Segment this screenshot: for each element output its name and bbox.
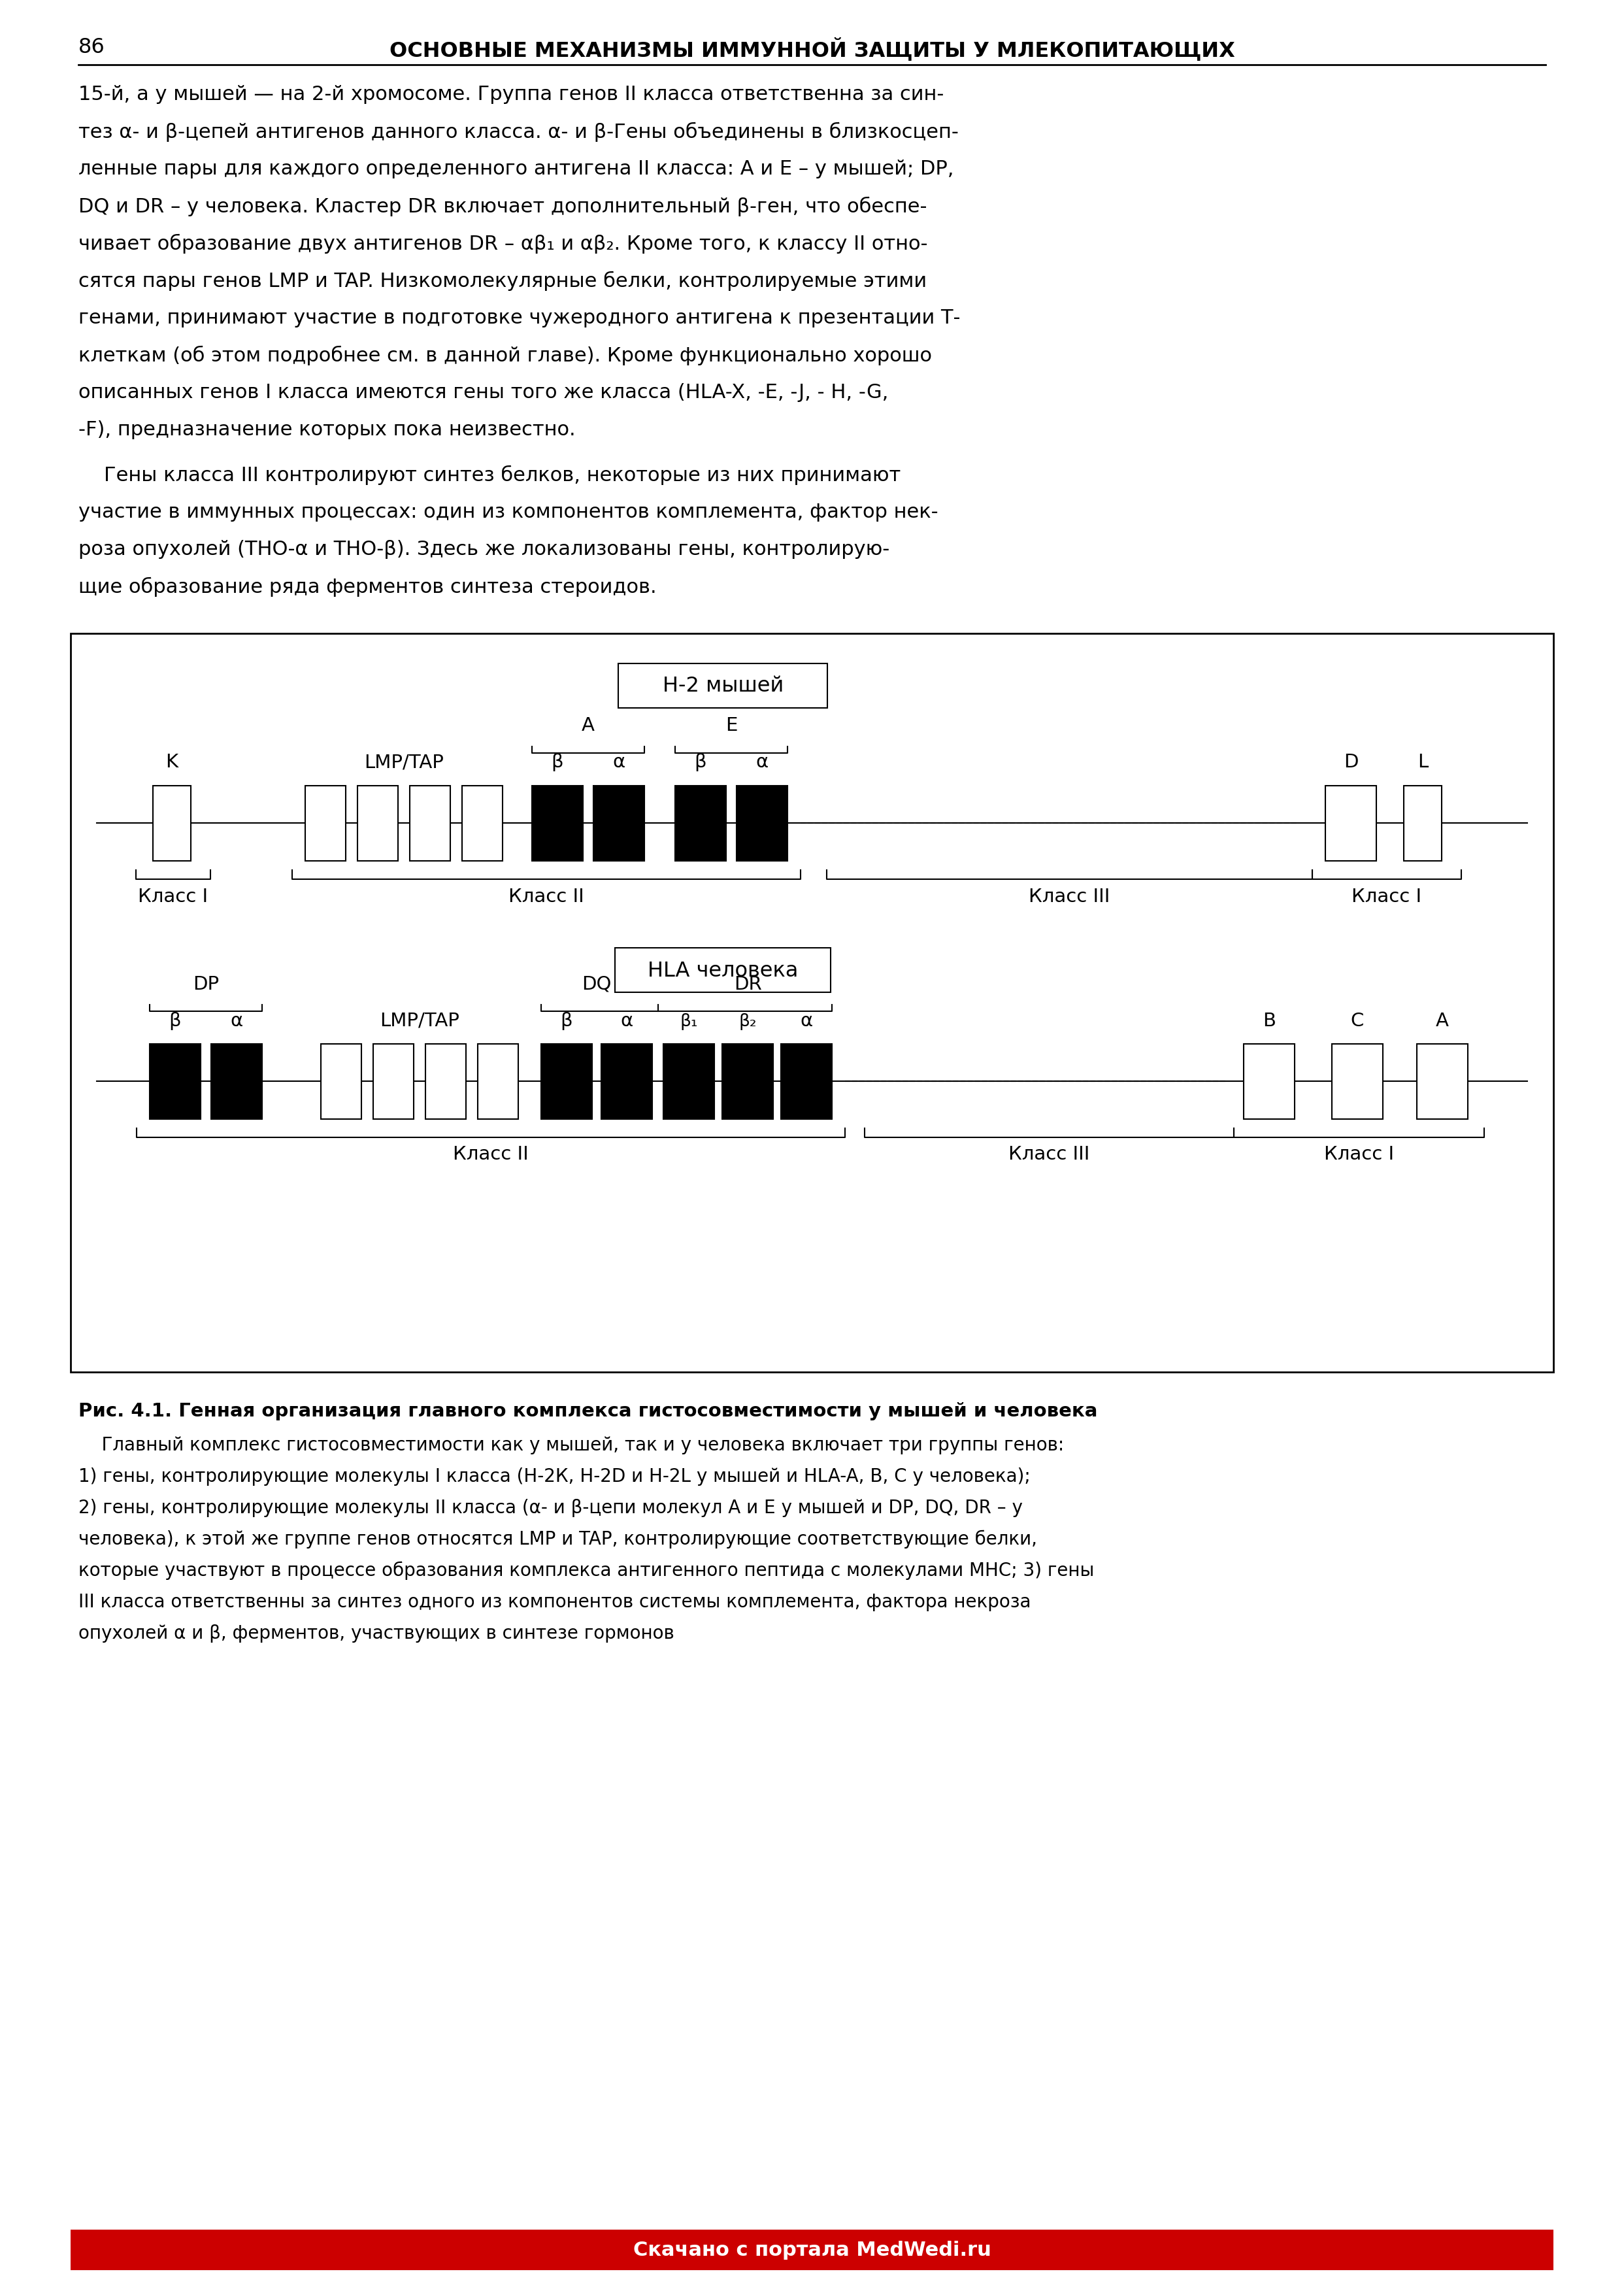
Text: Скачано с портала MedWedi.ru: Скачано с портала MedWedi.ru [633, 2240, 991, 2258]
Bar [601, 1044, 653, 1120]
Bar [70, 2231, 1554, 2270]
Text: β₁: β₁ [680, 1012, 698, 1030]
Text: тез α- и β-цепей антигенов данного класса. α- и β-Гены объединены в близкосцеп-: тез α- и β-цепей антигенов данного класс… [78, 122, 958, 142]
Text: 2) гены, контролирующие молекулы II класса (α- и β-цепи молекул А и Е у мышей и : 2) гены, контролирующие молекулы II клас… [78, 1499, 1023, 1517]
Text: роза опухолей (ΤНО-α и ΤНО-β). Здесь же локализованы гены, контролирую-: роза опухолей (ΤНО-α и ΤНО-β). Здесь же … [78, 539, 890, 558]
Text: Главный комплекс гистосовместимости как у мышей, так и у человека включает три г: Главный комплекс гистосовместимости как … [78, 1437, 1064, 1455]
Text: β: β [695, 753, 706, 771]
Text: DR: DR [734, 975, 762, 994]
Bar [737, 785, 788, 861]
Bar [305, 785, 346, 861]
Bar [533, 785, 583, 861]
Text: C: C [1351, 1012, 1364, 1030]
Text: опухолей α и β, ферментов, участвующих в синтезе гормонов: опухолей α и β, ферментов, участвующих в… [78, 1625, 674, 1643]
Bar [663, 1044, 715, 1120]
Text: Класс I: Класс I [1351, 888, 1421, 907]
Text: HLA человека: HLA человека [648, 959, 799, 980]
Text: Класс III: Класс III [1009, 1145, 1090, 1164]
Text: DQ и DR – у человека. Кластер DR включает дополнительный β-ген, что обеспе-: DQ и DR – у человека. Кластер DR включае… [78, 197, 927, 216]
Text: β: β [560, 1012, 573, 1030]
Bar [1325, 785, 1376, 861]
Text: Класс I: Класс I [1324, 1145, 1393, 1164]
Text: α: α [612, 753, 625, 771]
Text: III класса ответственны за синтез одного из компонентов системы комплемента, фак: III класса ответственны за синтез одного… [78, 1593, 1031, 1611]
Text: 86: 86 [78, 37, 106, 57]
Bar [463, 785, 502, 861]
Bar [477, 1044, 518, 1120]
Text: E: E [726, 716, 737, 734]
Text: чивает образование двух антигенов DR – αβ₁ и αβ₂. Кроме того, к классу II отно-: чивает образование двух антигенов DR – α… [78, 234, 927, 255]
Text: участие в иммунных процессах: один из компонентов комплемента, фактор нек-: участие в иммунных процессах: один из ко… [78, 503, 939, 521]
Text: Класс I: Класс I [138, 888, 208, 907]
Text: B: B [1262, 1012, 1276, 1030]
Text: человека), к этой же группе генов относятся LMP и TAP, контролирующие соответств: человека), к этой же группе генов относя… [78, 1531, 1038, 1549]
Bar [409, 785, 450, 861]
Text: 1) гены, контролирующие молекулы I класса (Н-2К, Н-2D и Н-2L у мышей и HLA-A, B,: 1) гены, контролирующие молекулы I класс… [78, 1467, 1031, 1485]
Bar [357, 785, 398, 861]
Text: Рис. 4.1. Генная организация главного комплекса гистосовместимости у мышей и чел: Рис. 4.1. Генная организация главного ко… [78, 1402, 1098, 1421]
Bar [1403, 785, 1442, 861]
Text: α: α [231, 1012, 244, 1030]
Bar [1244, 1044, 1294, 1120]
Text: β: β [169, 1012, 182, 1030]
Text: Н-2 мышей: Н-2 мышей [663, 677, 783, 695]
Text: α: α [755, 753, 768, 771]
Bar [374, 1044, 414, 1120]
Bar [425, 1044, 466, 1120]
Text: описанных генов I класса имеются гены того же класса (HLA-X, -E, -J, - H, -G,: описанных генов I класса имеются гены то… [78, 383, 888, 402]
Text: Класс III: Класс III [1030, 888, 1111, 907]
Bar [1416, 1044, 1468, 1120]
Bar [593, 785, 645, 861]
Bar [322, 1044, 362, 1120]
Bar [615, 948, 831, 994]
Text: DP: DP [193, 975, 219, 994]
Text: L: L [1418, 753, 1427, 771]
Text: A: A [581, 716, 594, 734]
Text: LMP/TAP: LMP/TAP [364, 753, 443, 771]
Text: клеткам (об этом подробнее см. в данной главе). Кроме функционально хорошо: клеткам (об этом подробнее см. в данной … [78, 347, 932, 365]
Text: α: α [620, 1012, 633, 1030]
Text: DQ: DQ [581, 975, 612, 994]
Text: D: D [1343, 753, 1358, 771]
Text: K: K [166, 753, 179, 771]
Text: Гены класса III контролируют синтез белков, некоторые из них принимают: Гены класса III контролируют синтез белк… [78, 466, 901, 484]
Text: -F), предназначение которых пока неизвестно.: -F), предназначение которых пока неизвес… [78, 420, 575, 438]
Text: генами, принимают участие в подготовке чужеродного антигена к презентации Т-: генами, принимают участие в подготовке ч… [78, 308, 960, 328]
Text: 15-й, а у мышей — на 2-й хромосоме. Группа генов II класса ответственна за син-: 15-й, а у мышей — на 2-й хромосоме. Груп… [78, 85, 944, 103]
Bar [1332, 1044, 1384, 1120]
Text: Класс II: Класс II [508, 888, 585, 907]
Bar [211, 1044, 261, 1120]
Bar [676, 785, 726, 861]
Text: LMP/TAP: LMP/TAP [380, 1012, 460, 1030]
Text: сятся пары генов LMP и TAP. Низкомолекулярные белки, контролируемые этими: сятся пары генов LMP и TAP. Низкомолекул… [78, 271, 927, 291]
Text: β₂: β₂ [739, 1012, 757, 1030]
Bar [153, 785, 192, 861]
Text: которые участвуют в процессе образования комплекса антигенного пептида с молекул: которые участвуют в процессе образования… [78, 1561, 1095, 1579]
Text: щие образование ряда ферментов синтеза стероидов.: щие образование ряда ферментов синтеза с… [78, 576, 656, 597]
Bar [149, 1044, 201, 1120]
Bar [70, 633, 1554, 1372]
Bar [781, 1044, 831, 1120]
Text: ОСНОВНЫЕ МЕХАНИЗМЫ ИММУННОЙ ЗАЩИТЫ У МЛЕКОПИТАЮЩИХ: ОСНОВНЫЕ МЕХАНИЗМЫ ИММУННОЙ ЗАЩИТЫ У МЛЕ… [390, 37, 1234, 60]
Bar [723, 1044, 773, 1120]
Bar [541, 1044, 593, 1120]
Text: Класс II: Класс II [453, 1145, 529, 1164]
Text: α: α [801, 1012, 812, 1030]
Text: A: A [1436, 1012, 1449, 1030]
Text: ленные пары для каждого определенного антигена II класса: А и Е – у мышей; DP,: ленные пары для каждого определенного ан… [78, 158, 953, 179]
Bar [619, 663, 828, 709]
Text: β: β [552, 753, 564, 771]
